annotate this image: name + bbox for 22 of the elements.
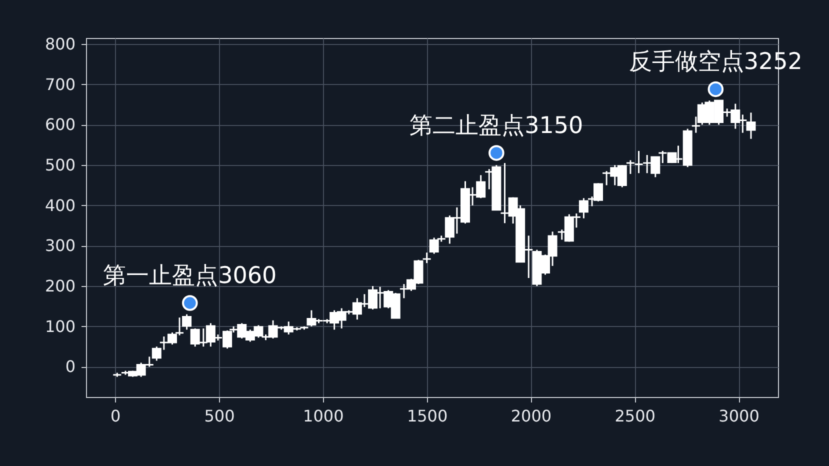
y-tick-label: 700 (44, 74, 76, 94)
y-tick-label: 200 (44, 276, 76, 296)
x-tick-label: 1000 (303, 406, 344, 426)
x-tick-label: 1500 (406, 406, 448, 426)
annotation: 第一止盈点3060 (103, 263, 277, 290)
y-tick-label: 500 (44, 156, 76, 175)
y-tick-label: 300 (44, 236, 76, 256)
x-tick-label: 2000 (510, 406, 552, 426)
x-tick-label: 2500 (614, 406, 656, 426)
y-tick-label: 400 (44, 196, 76, 215)
annotation: 第二止盈点3150 (410, 112, 584, 139)
y-tick-label: 800 (44, 34, 76, 54)
x-tick-label: 3000 (718, 406, 760, 426)
x-tick-label: 0 (110, 406, 121, 426)
point (488, 145, 504, 161)
y-tick-label: 0 (65, 357, 76, 376)
y-tick-label: 600 (44, 115, 76, 134)
candlestick (422, 252, 432, 264)
y-tick-label: 100 (44, 316, 76, 336)
x-tick-label: 500 (204, 406, 235, 426)
point (182, 295, 198, 311)
point (708, 81, 724, 98)
